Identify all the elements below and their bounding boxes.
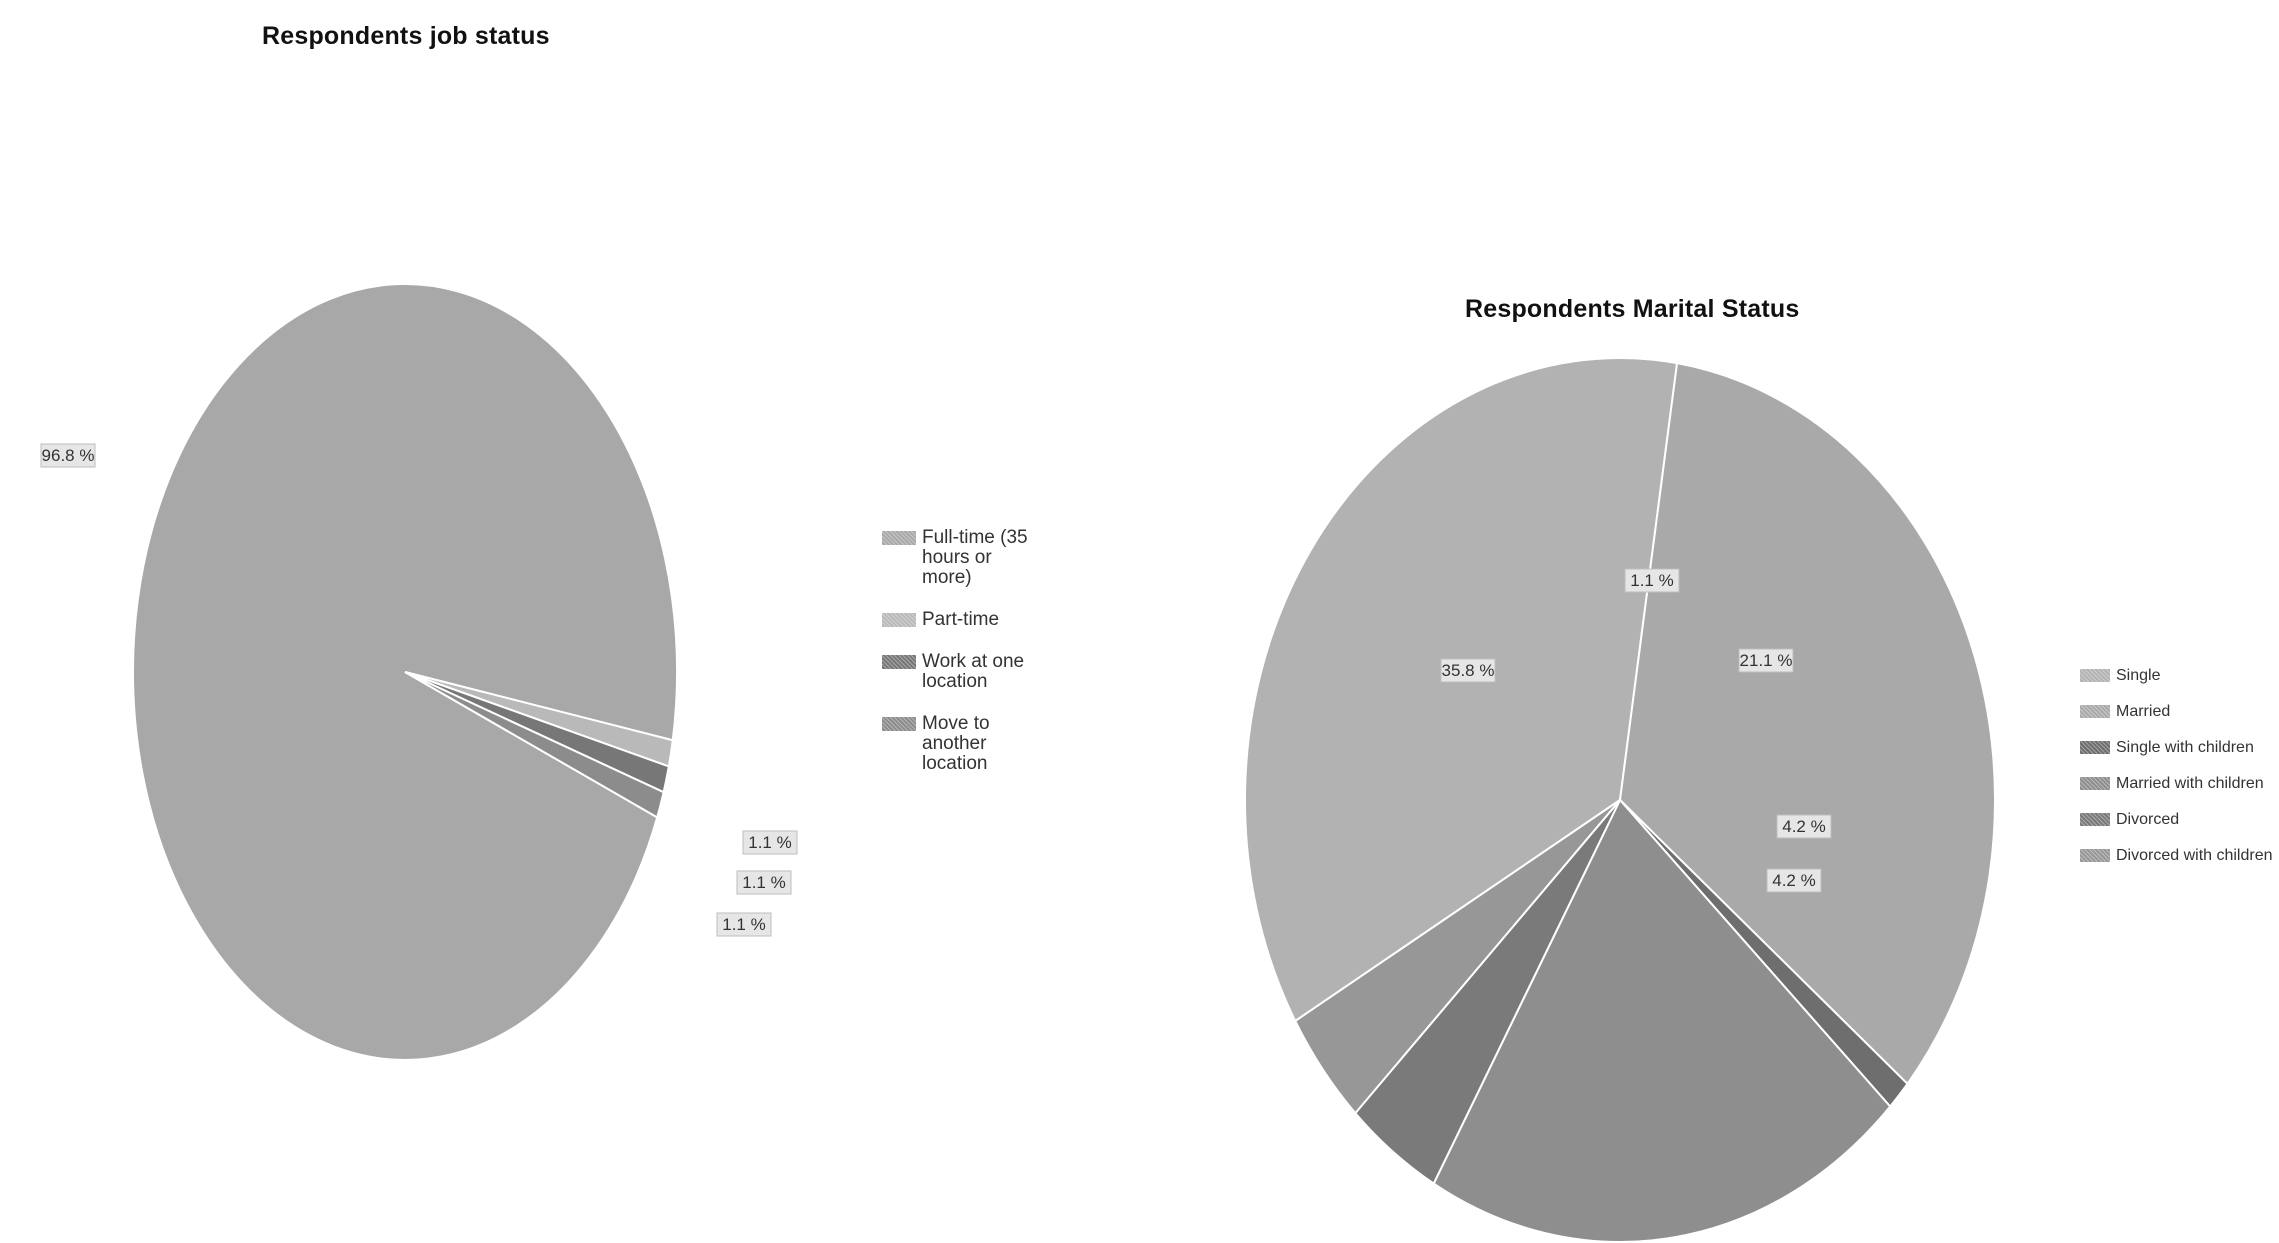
legend-swatch — [882, 613, 916, 627]
slice-value-label: 1.1 % — [742, 873, 785, 892]
legend-swatch — [2080, 777, 2110, 790]
legend-label: Single with children — [2116, 739, 2254, 756]
legend-item-divorced-children: Divorced with children — [2080, 847, 2273, 883]
job-status-legend: Full-time (35 hours or more) Part-time W… — [882, 528, 1122, 796]
legend-swatch — [2080, 669, 2110, 682]
legend-item-one-location: Work at one location — [882, 652, 1122, 692]
legend-label: Married with children — [2116, 775, 2264, 792]
slice-label-box — [40, 443, 96, 468]
slice-label-box — [716, 912, 772, 937]
legend-item-divorced: Divorced — [2080, 811, 2273, 847]
legend-label: Divorced with children — [2116, 847, 2273, 864]
slice-value-label: 1.1 % — [722, 915, 765, 934]
slice-label-box — [742, 830, 798, 855]
slice-value-label: 4.2 % — [1772, 871, 1815, 890]
slice-label-box — [1624, 568, 1680, 593]
legend-label: Move to another location — [922, 713, 990, 774]
slice-label-box — [1766, 868, 1822, 893]
slice-value-label: 96.8 % — [42, 446, 95, 465]
legend-label: Single — [2116, 667, 2161, 684]
slice-value-label: 1.1 % — [1630, 571, 1673, 590]
legend-item-full-time: Full-time (35 hours or more) — [882, 528, 1122, 588]
slice-value-label: 35.8 % — [1442, 661, 1495, 680]
pie-slice — [1244, 357, 1679, 1023]
legend-swatch — [882, 655, 916, 669]
legend-item-married: Married — [2080, 703, 2273, 739]
legend-item-married-children: Married with children — [2080, 775, 2273, 811]
legend-swatch — [882, 717, 916, 731]
marital-status-pie: 35.8 %33.7 %1.1 %21.1 %4.2 %4.2 % — [1244, 357, 1996, 1243]
slice-label-box — [1738, 648, 1794, 673]
slice-label-box — [736, 870, 792, 895]
legend-item-single: Single — [2080, 667, 2273, 703]
legend-swatch — [2080, 741, 2110, 754]
legend-item-move-location: Move to another location — [882, 714, 1122, 774]
legend-swatch — [2080, 849, 2110, 862]
pie-slice — [1432, 798, 1892, 1243]
slice-value-label: 4.2 % — [1782, 817, 1825, 836]
legend-label: Married — [2116, 703, 2171, 720]
legend-label: Part-time — [922, 609, 1000, 630]
pie-slice — [1293, 799, 1621, 1115]
legend-label: Divorced — [2116, 811, 2180, 828]
legend-swatch — [882, 531, 916, 545]
pie-slice — [404, 671, 665, 819]
slice-label-box — [1440, 658, 1496, 683]
legend-label: Work at one location — [922, 651, 1025, 692]
job-status-pie: 96.8 % 1.1 % 1.1 % 1.1 % — [40, 283, 798, 1061]
legend-item-part-time: Part-time — [882, 610, 1122, 630]
legend-swatch — [2080, 705, 2110, 718]
slice-value-label: 1.1 % — [748, 833, 791, 852]
legend-label: Full-time (35 hours or more) — [922, 527, 1028, 588]
job-status-chart-title: Respondents job status — [262, 22, 550, 50]
marital-status-legend: Single Married Single with children Marr… — [2080, 667, 2273, 883]
slice-value-label: 21.1 % — [1740, 651, 1793, 670]
pie-slice — [1618, 361, 1996, 1086]
marital-status-chart-title: Respondents Marital Status — [1465, 295, 1800, 323]
slice-label-box — [1776, 814, 1832, 839]
legend-swatch — [2080, 813, 2110, 826]
legend-item-single-children: Single with children — [2080, 739, 2273, 775]
